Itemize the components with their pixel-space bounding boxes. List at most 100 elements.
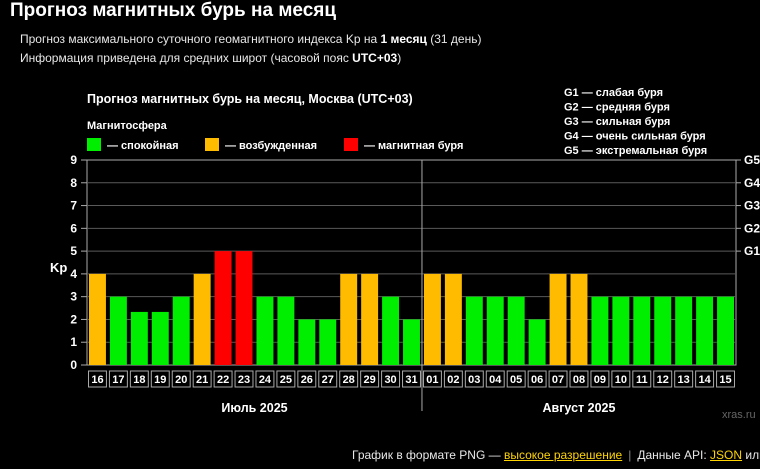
- page-title: Прогноз магнитных бурь на месяц: [10, 0, 337, 21]
- date-label: 19: [154, 374, 166, 386]
- date-label: 18: [133, 374, 145, 386]
- y-tick-label: 7: [70, 199, 77, 213]
- json-link[interactable]: JSON: [710, 448, 743, 462]
- date-box: [171, 370, 191, 388]
- date-box: [234, 370, 254, 388]
- date-label: 09: [594, 374, 606, 386]
- date-label: 08: [573, 374, 585, 386]
- date-box: [88, 370, 107, 388]
- date-label: 25: [280, 374, 292, 386]
- date-label: 10: [615, 374, 627, 386]
- legend-label: — магнитная буря: [364, 140, 463, 152]
- legend-swatch: [344, 138, 358, 151]
- date-box: [422, 370, 442, 388]
- date-box: [297, 370, 317, 388]
- date-box: [674, 370, 694, 388]
- kp-bar: [675, 296, 693, 365]
- kp-bar: [591, 296, 609, 365]
- storm-scale-legend: G1 — слабая буря G2 — средняя буря G3 — си…: [564, 87, 707, 157]
- timezone-value: UTC+03: [352, 51, 398, 65]
- date-box: [360, 370, 380, 388]
- latitude-close: ): [397, 51, 402, 65]
- latitude-note: Информация приведена для средних широт (…: [20, 51, 401, 65]
- date-box: [381, 370, 401, 388]
- date-label: 01: [426, 374, 438, 386]
- date-label: 30: [384, 374, 396, 386]
- date-label: 07: [552, 374, 564, 386]
- date-box: [213, 370, 233, 388]
- png-label: График в формате PNG —: [352, 448, 504, 462]
- kp-bar: [570, 273, 588, 365]
- y-tick-label: 5: [70, 244, 77, 258]
- kp-bar: [298, 319, 316, 365]
- date-box: [402, 370, 421, 388]
- date-label: 02: [447, 374, 459, 386]
- footer-divider: |: [628, 448, 632, 462]
- y-tick-label: 4: [70, 267, 77, 281]
- date-label: 21: [196, 374, 208, 386]
- date-box: [339, 370, 359, 388]
- date-label: 29: [364, 374, 376, 386]
- kp-bar: [612, 296, 630, 365]
- legend-swatch: [87, 138, 101, 151]
- api-label: Данные API:: [637, 448, 711, 462]
- storm-scale-item: G5 — экстремальная буря: [564, 145, 707, 157]
- date-box: [611, 370, 631, 388]
- date-label: 16: [91, 374, 103, 386]
- date-box: [108, 370, 128, 388]
- date-label: 26: [301, 374, 313, 386]
- kp-bar: [403, 319, 420, 365]
- date-box: [506, 370, 526, 388]
- date-label: 20: [175, 374, 187, 386]
- legend: — спокойная — возбужденная — магнитная бур…: [87, 138, 463, 152]
- high-res-link[interactable]: высокое разрешение: [503, 448, 623, 462]
- legend-label: — возбужденная: [225, 140, 317, 152]
- y-tick-label: 0: [70, 358, 77, 372]
- kp-bar: [717, 296, 734, 365]
- date-label: 22: [217, 374, 229, 386]
- kp-bar: [130, 311, 148, 365]
- storm-scale-item: G2 — средняя буря: [564, 102, 670, 114]
- date-box: [276, 370, 296, 388]
- date-label: 04: [489, 374, 502, 386]
- storm-scale-item: G1 — слабая буря: [564, 87, 663, 99]
- y-tick-label: 9: [70, 153, 77, 167]
- y-tick-label: 8: [70, 176, 77, 190]
- kp-bar: [382, 296, 400, 365]
- kp-bar: [256, 296, 274, 365]
- y-axis-label: Kp: [50, 260, 67, 275]
- date-box: [443, 370, 463, 388]
- date-label: 05: [510, 374, 522, 386]
- kp-bar: [507, 296, 525, 365]
- kp-bar: [528, 319, 546, 365]
- date-label: 27: [322, 374, 334, 386]
- kp-bar: [654, 296, 672, 365]
- kp-forecast-chart: Прогноз магнитных бурь на месяц, Москва …: [50, 87, 760, 421]
- y-tick-label: 2: [70, 312, 77, 326]
- date-label: 15: [719, 374, 731, 386]
- period-value: 1 месяц: [380, 32, 427, 46]
- description-text: Прогноз максимального суточного геомагни…: [20, 32, 381, 46]
- date-box: [527, 370, 547, 388]
- chart-title: Прогноз магнитных бурь на месяц, Москва …: [87, 92, 413, 106]
- date-box: [590, 370, 610, 388]
- watermark: xras.ru: [722, 409, 756, 421]
- footer: График в формате PNG — высокое разрешени…: [352, 448, 760, 462]
- kp-bar: [89, 273, 106, 365]
- date-label: 28: [343, 374, 355, 386]
- date-label: 06: [531, 374, 543, 386]
- kp-bar: [486, 296, 504, 365]
- kp-bar: [696, 296, 714, 365]
- date-box: [318, 370, 338, 388]
- kp-bar: [172, 296, 190, 365]
- date-box: [695, 370, 715, 388]
- description-days: (31 день): [426, 32, 482, 46]
- kp-bar: [193, 273, 211, 365]
- api-suffix: или: [745, 448, 760, 462]
- storm-scale-item: G3 — сильная буря: [564, 116, 670, 128]
- kp-bar: [109, 296, 127, 365]
- kp-bar: [465, 296, 483, 365]
- date-label: 24: [259, 374, 272, 386]
- date-box: [548, 370, 568, 388]
